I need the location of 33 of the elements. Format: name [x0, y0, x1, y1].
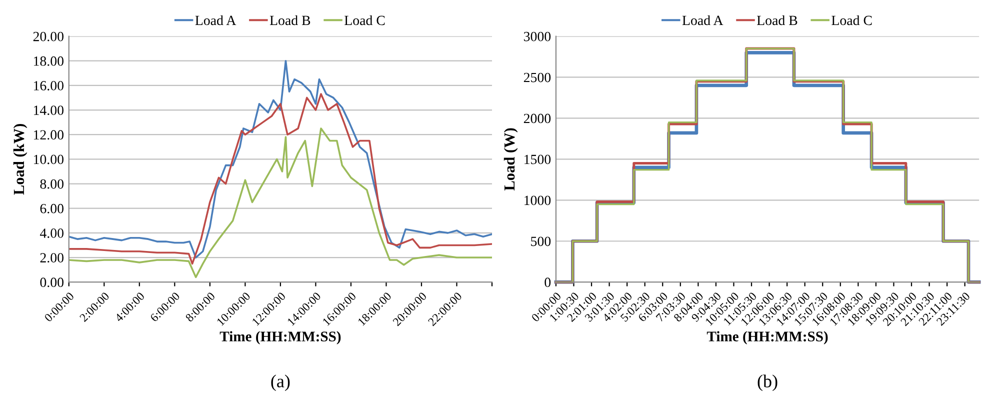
legend-label: Load A [195, 15, 236, 26]
line-series [68, 60, 492, 258]
line-series [68, 128, 492, 278]
y-tick-label: 12.00 [34, 130, 64, 140]
y-tick-label: 8.00 [40, 179, 64, 189]
y-tick-label: 18.00 [34, 56, 64, 66]
y-tick-label: 2500 [524, 72, 551, 82]
y-axis-title: Load (kW) [13, 124, 28, 195]
y-tick-label: 20.00 [33, 32, 64, 42]
y-tick-label: 10.00 [34, 154, 64, 164]
y-tick-label: 14.00 [34, 106, 64, 116]
y-tick-label: 4.00 [40, 228, 64, 238]
y-tick-label: 0.00 [40, 278, 64, 288]
y-tick-label: 6.00 [40, 204, 64, 214]
legend-label: Load B [757, 15, 798, 26]
y-tick-label: 0 [544, 278, 551, 288]
line-series [68, 93, 492, 265]
y-tick-label: 1000 [524, 196, 551, 206]
text: (b) [758, 374, 778, 392]
legend-label: Load C [344, 15, 385, 26]
y-tick-label: 16.00 [34, 81, 64, 90]
y-tick-label: 1500 [524, 154, 551, 164]
legend-label: Load A [682, 15, 724, 26]
x-axis-title: Time (HH:MM:SS) [706, 331, 828, 344]
y-tick-label: 2.00 [40, 253, 64, 263]
y-tick-label: 3000 [524, 32, 551, 42]
legend-label: Load C [832, 15, 872, 26]
y-axis-title: Load (W) [504, 128, 518, 191]
x-axis-title: Time (HH:MM:SS) [220, 331, 341, 344]
y-tick-label: 500 [531, 236, 551, 246]
text: (a) [271, 374, 290, 392]
legend-label: Load B [270, 15, 310, 26]
y-tick-label: 2000 [524, 114, 551, 124]
